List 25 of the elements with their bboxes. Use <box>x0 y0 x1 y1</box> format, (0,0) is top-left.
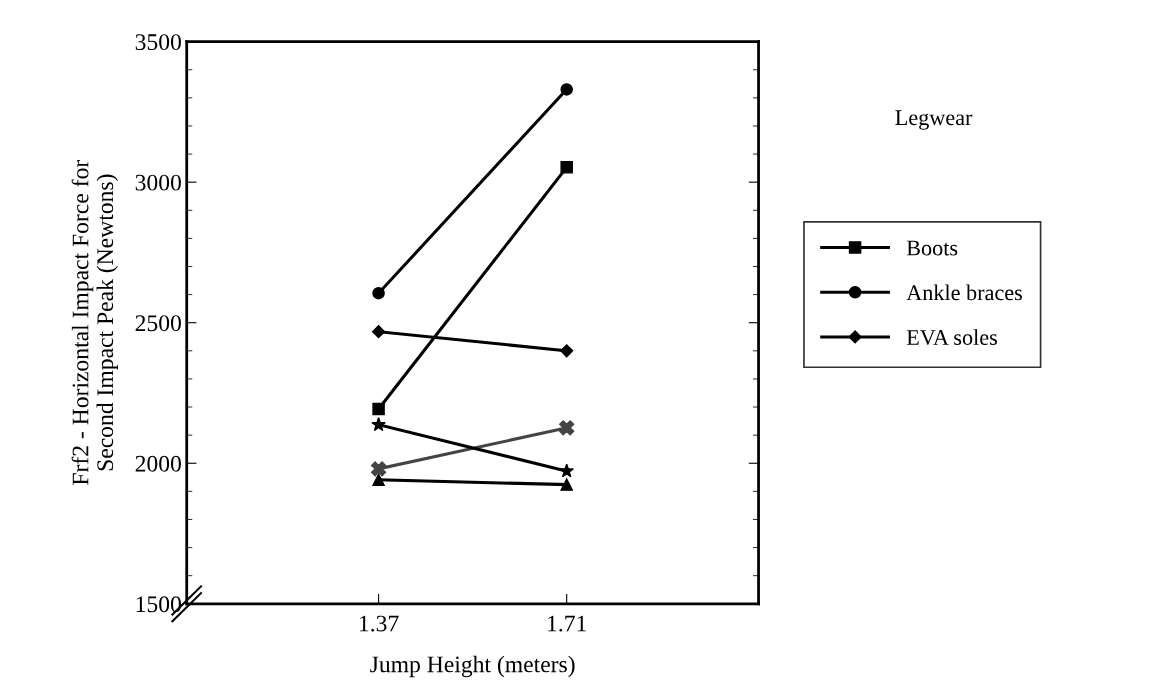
x-tick-label: 1.71 <box>548 615 586 632</box>
y-tick-label: 2500 <box>135 315 181 332</box>
point <box>560 478 573 491</box>
point <box>560 161 573 174</box>
point <box>371 417 386 432</box>
x-tick-label: 1.37 <box>360 615 399 632</box>
y-tick-label: 3000 <box>135 174 181 191</box>
y-tick-label: 3500 <box>135 34 181 51</box>
point <box>372 402 385 416</box>
point <box>370 461 387 477</box>
legend-label: EVA soles <box>906 329 997 346</box>
y-axis-title: Frf2 - Horizontal Impact Force for Second Impact Peak (Newtons) <box>71 159 118 485</box>
point <box>559 420 575 436</box>
point <box>559 463 574 478</box>
point <box>560 83 573 96</box>
point <box>371 325 386 339</box>
point <box>560 344 574 358</box>
x-axis-title: Jump Height (meters) <box>370 655 575 678</box>
point <box>372 473 385 487</box>
legend-label: Ankle braces <box>906 284 1022 301</box>
y-tick-label: 1500 <box>136 596 181 613</box>
y-tick-label: 2000 <box>135 455 181 472</box>
legend-label: Boots <box>906 240 958 256</box>
point <box>372 286 385 300</box>
legend-title: Legwear <box>895 110 973 130</box>
